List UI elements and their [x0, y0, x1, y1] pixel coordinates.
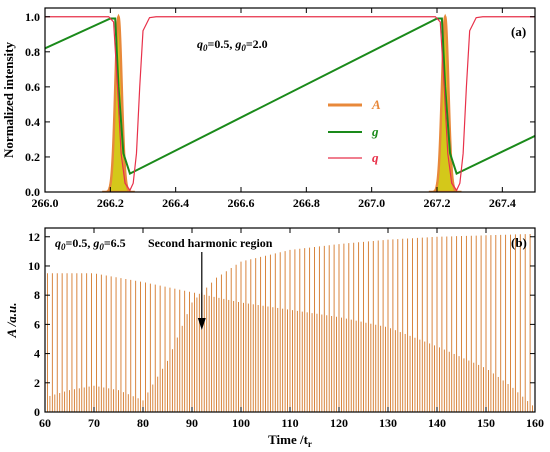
- panel-b-ytick-label: 10: [28, 259, 40, 273]
- panel-b-ytick-label: 8: [34, 288, 40, 302]
- panel-b-xtick-label: 150: [477, 416, 495, 430]
- panel-a-xtick-label: 266.4: [162, 196, 189, 210]
- second-harmonic-arrow: [197, 252, 206, 330]
- q-symbol: q: [55, 236, 61, 250]
- panel-a-xtick-label: 266.6: [228, 196, 255, 210]
- panel-b-xtick-label: 60: [39, 416, 51, 430]
- arrow-head: [197, 318, 206, 330]
- panel-b-ytick-label: 0: [34, 405, 40, 419]
- panel-b-xtick-label: 90: [186, 416, 198, 430]
- q-sub: 0: [61, 242, 66, 252]
- q-value: =0.5,: [66, 236, 94, 250]
- panel-a-ylabel: Normalized intensity: [1, 42, 16, 158]
- g-sub: 0: [99, 242, 104, 252]
- panel-a-xtick-label: 267.0: [358, 196, 385, 210]
- second-harmonic-label: Second harmonic region: [148, 236, 273, 250]
- panel-b-ytick-label: 12: [28, 230, 40, 244]
- panel-a-xtick-label: 267.4: [489, 196, 516, 210]
- series-q: [45, 16, 535, 192]
- panel-a-ytick-label: 0.8: [25, 45, 40, 59]
- panel-a-ytick-label: 0.6: [25, 80, 40, 94]
- panel-b-annotation: q0=0.5, g0=6.5: [55, 236, 126, 252]
- panel-b-xtick-label: 70: [88, 416, 100, 430]
- panel-b-xtick-label: 140: [428, 416, 446, 430]
- legend-label-g: g: [371, 124, 379, 139]
- panel-b-xtick-label: 100: [232, 416, 250, 430]
- panel-a-tag: (a): [511, 24, 526, 39]
- panel-a-xtick-label: 266.8: [293, 196, 320, 210]
- q-symbol: q: [197, 37, 203, 51]
- panel-b-xlabel: Time /tr: [268, 432, 312, 449]
- g-value: =2.0: [246, 37, 268, 51]
- panel-a-legend: Agq: [328, 97, 381, 165]
- panel-a-frame: [44, 7, 536, 193]
- xlabel-main: Time /t: [268, 432, 309, 447]
- panel-b-tag: (b): [511, 235, 527, 250]
- xlabel-sub: r: [308, 439, 312, 449]
- panel-b-ytick-label: 4: [34, 347, 40, 361]
- panel-b-xtick-label: 120: [330, 416, 348, 430]
- panel-b: 60 70 80 90 100 110 120 130 140 150 160 0 2 4 6 8 10 12 A…: [4, 227, 544, 449]
- panel-a-data: [45, 13, 535, 192]
- panel-b-ytick-label: 6: [34, 317, 40, 331]
- panel-b-ticks: 60 70 80 90 100 110 120 130 140 150 160 0 2 4 6 8 10 12: [28, 228, 544, 430]
- panel-a-ytick-label: 0.2: [25, 150, 40, 164]
- panel-b-xtick-label: 130: [379, 416, 397, 430]
- panel-a-annotation: q0=0.5, g0=2.0: [197, 37, 268, 53]
- panel-a-ytick-label: 1.0: [25, 10, 40, 24]
- legend-label-A: A: [371, 97, 381, 112]
- panel-a: 266.0 266.2 266.4 266.6 266.8 267.0 267.2 267.4…: [1, 7, 536, 210]
- g-sub: 0: [241, 43, 246, 53]
- g-value: =6.5: [104, 236, 126, 250]
- panel-a-xtick-label: 267.2: [424, 196, 451, 210]
- legend-label-q: q: [372, 150, 379, 165]
- q-value: =0.5,: [208, 37, 236, 51]
- panel-a-ytick-label: 0.0: [25, 185, 40, 199]
- panel-b-data: [47, 233, 533, 412]
- panel-b-xtick-label: 110: [281, 416, 298, 430]
- g-symbol: g: [234, 37, 241, 51]
- q-sub: 0: [203, 43, 208, 53]
- panel-b-ylabel: A /a.u.: [4, 302, 19, 338]
- panel-b-xtick-label: 160: [526, 416, 544, 430]
- panel-a-ticks: 266.0 266.2 266.4 266.6 266.8 267.0 267.2 267.4…: [25, 8, 535, 210]
- panel-a-ytick-label: 0.4: [25, 115, 40, 129]
- panel-a-xtick-label: 266.2: [97, 196, 124, 210]
- panel-a-xtick-label: 266.0: [32, 196, 59, 210]
- series-g: [45, 17, 535, 176]
- g-symbol: g: [92, 236, 99, 250]
- panel-b-xtick-label: 80: [137, 416, 149, 430]
- panel-b-ytick-label: 2: [34, 376, 40, 390]
